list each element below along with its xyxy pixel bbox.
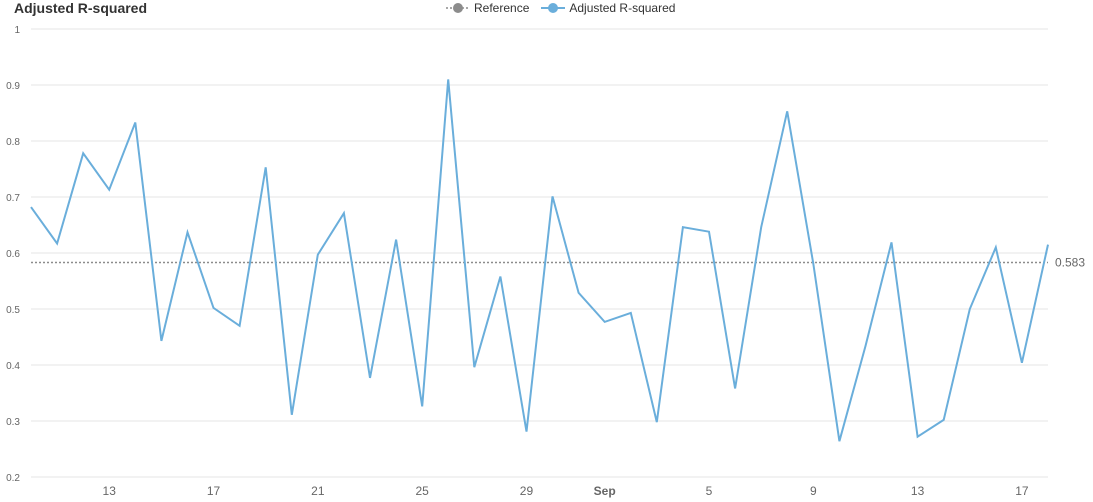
x-tick-label: 17 [207,484,221,498]
x-tick-label: Sep [594,484,616,498]
x-tick-label: 21 [311,484,325,498]
chart-title: Adjusted R-squared [14,0,148,16]
legend: Reference Adjusted R-squared [446,0,687,16]
y-tick-label: 0.4 [6,361,20,372]
series-legend-icon [541,3,566,13]
reference-value-label: 0.583 [1055,256,1085,270]
reference-line: 0.583 [31,256,1085,270]
legend-label-reference: Reference [474,1,530,15]
x-tick-label: 17 [1015,484,1029,498]
series-adjusted-r-squared [30,79,1049,442]
x-tick-label: 29 [520,484,534,498]
series-line [30,79,1049,442]
legend-item-series[interactable]: Adjusted R-squared [541,1,675,15]
x-tick-label: 25 [415,484,429,498]
x-tick-label: 13 [103,484,117,498]
y-tick-label: 1 [14,25,20,36]
y-tick-label: 0.6 [6,249,20,260]
x-axis: 13 17 21 25 29 Sep 5 9 13 17 [103,484,1029,498]
y-tick-label: 0.5 [6,305,20,316]
x-tick-label: 13 [911,484,925,498]
y-tick-label: 0.2 [6,473,20,484]
x-tick-label: 9 [810,484,817,498]
x-tick-label: 5 [706,484,713,498]
y-tick-label: 0.7 [6,193,20,204]
y-tick-label: 0.9 [6,81,20,92]
legend-label-series: Adjusted R-squared [569,1,676,15]
legend-item-reference[interactable]: Reference [446,1,529,15]
y-tick-label: 0.8 [6,137,20,148]
reference-legend-icon [446,3,470,13]
y-axis: 0.2 0.3 0.4 0.5 0.6 0.7 0.8 0.9 1 [6,25,20,484]
y-tick-label: 0.3 [6,417,20,428]
